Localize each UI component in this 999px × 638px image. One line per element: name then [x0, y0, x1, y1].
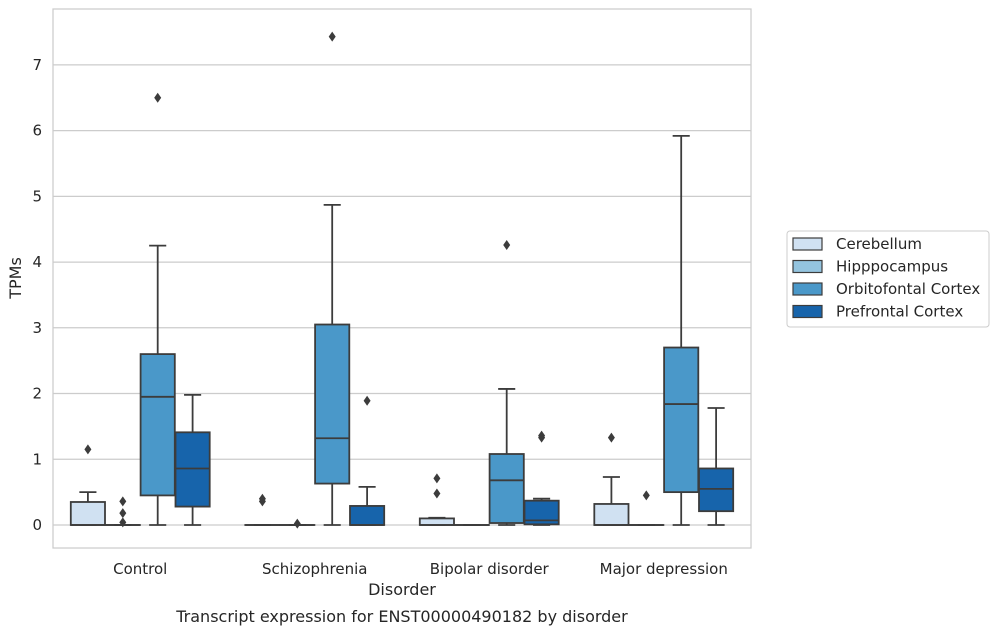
legend-item: Cerebellum — [793, 235, 922, 253]
x-tick-label: Bipolar disorder — [430, 560, 550, 578]
y-tick-label: 2 — [32, 385, 42, 403]
y-tick-label: 6 — [32, 122, 42, 140]
box-iqr — [699, 468, 733, 511]
legend-item: Prefrontal Cortex — [793, 303, 963, 321]
y-tick-label: 7 — [32, 56, 42, 74]
legend: Cerebellum Hipppocampus Orbitofontal Corte… — [787, 231, 989, 327]
chart-caption: Transcript expression for ENST0000049018… — [175, 607, 628, 626]
box-iqr — [664, 348, 698, 493]
y-tick-label: 1 — [32, 450, 42, 468]
legend-swatch — [793, 238, 822, 250]
box-iqr — [594, 504, 628, 525]
y-axis-label: TPMs — [6, 257, 25, 300]
legend-item: Hipppocampus — [793, 258, 948, 276]
y-tick-label: 5 — [32, 187, 42, 205]
box-iqr — [175, 432, 209, 506]
legend-label: Orbitofontal Cortex — [836, 280, 980, 298]
legend-label: Cerebellum — [836, 235, 922, 253]
legend-swatch — [793, 283, 822, 295]
y-tick-label: 0 — [32, 516, 42, 534]
legend-label: Prefrontal Cortex — [836, 303, 963, 321]
box-iqr — [141, 354, 175, 495]
x-tick-label: Schizophrenia — [262, 560, 367, 578]
legend-item: Orbitofontal Cortex — [793, 280, 980, 298]
box-iqr — [71, 502, 105, 525]
box-iqr — [315, 325, 349, 484]
box-iqr — [350, 506, 384, 525]
legend-swatch — [793, 306, 822, 318]
x-tick-label: Control — [113, 560, 167, 578]
box-iqr — [490, 454, 524, 523]
x-axis-label: Disorder — [368, 580, 436, 599]
x-tick-label: Major depression — [600, 560, 728, 578]
x-tick-labels: Control Schizophrenia Bipolar disorder Majo… — [113, 560, 728, 578]
y-tick-label: 3 — [32, 319, 42, 337]
box-iqr — [420, 518, 454, 525]
legend-label: Hipppocampus — [836, 258, 948, 276]
legend-swatch — [793, 261, 822, 273]
y-tick-label: 4 — [32, 253, 42, 271]
y-tick-labels: 0 1 2 3 4 5 6 7 — [32, 56, 42, 534]
